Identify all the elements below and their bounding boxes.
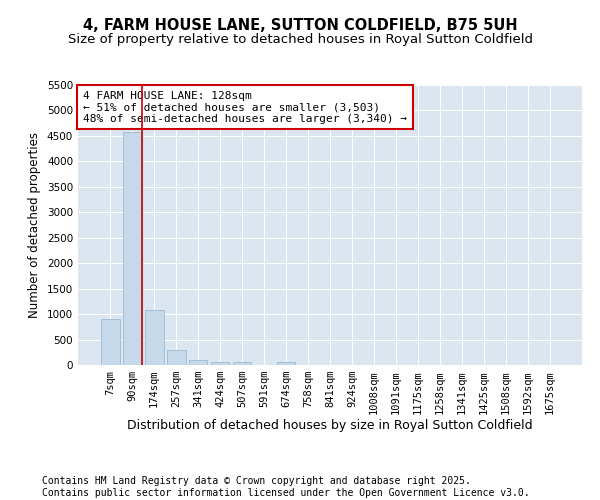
Text: 4 FARM HOUSE LANE: 128sqm
← 51% of detached houses are smaller (3,503)
48% of se: 4 FARM HOUSE LANE: 128sqm ← 51% of detac… [83, 90, 407, 124]
Bar [277, 362, 295, 365]
Bar [211, 362, 229, 365]
Bar [233, 362, 251, 365]
Bar [145, 310, 164, 365]
Text: 4, FARM HOUSE LANE, SUTTON COLDFIELD, B75 5UH: 4, FARM HOUSE LANE, SUTTON COLDFIELD, B7… [83, 18, 517, 32]
Bar [189, 360, 208, 365]
X-axis label: Distribution of detached houses by size in Royal Sutton Coldfield: Distribution of detached houses by size … [127, 419, 533, 432]
Bar [123, 132, 142, 365]
Text: Size of property relative to detached houses in Royal Sutton Coldfield: Size of property relative to detached ho… [67, 32, 533, 46]
Bar [101, 319, 119, 365]
Bar [167, 350, 185, 365]
Text: Contains HM Land Registry data © Crown copyright and database right 2025.
Contai: Contains HM Land Registry data © Crown c… [42, 476, 530, 498]
Y-axis label: Number of detached properties: Number of detached properties [28, 132, 41, 318]
